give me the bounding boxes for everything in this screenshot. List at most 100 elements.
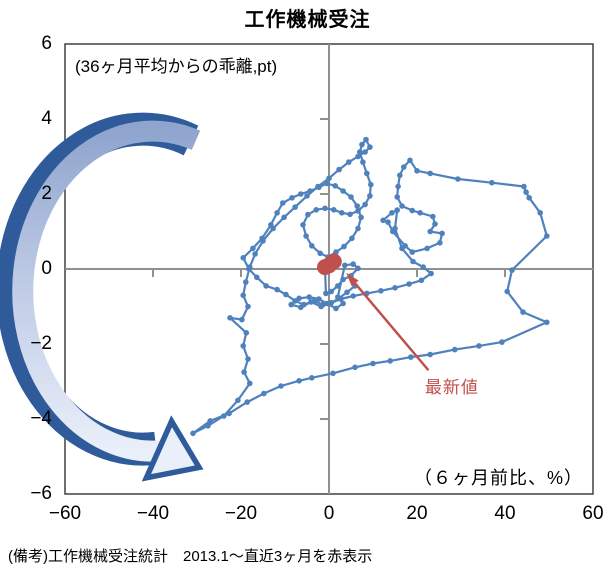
x-tick-label: 40 [494,503,516,524]
data-point [205,423,211,429]
data-point [315,183,321,190]
latest-value-point [325,253,342,270]
data-point [427,170,434,177]
data-point [243,330,250,336]
y-tick-label: −6 [30,483,52,504]
data-point [414,168,420,174]
data-point [261,390,267,397]
y-tick-label: 0 [41,258,52,279]
data-point [394,194,401,200]
data-point [427,228,434,235]
data-point [367,193,373,199]
data-point [418,277,425,284]
data-point [309,243,315,249]
data-point [346,159,352,165]
data-point [260,238,266,244]
data-point [292,204,298,210]
data-point [520,309,526,315]
data-point [243,279,249,285]
annotation-arrow-head [346,272,359,287]
data-point [247,264,253,270]
data-point [428,270,434,277]
data-point [298,304,304,311]
data-point [326,175,332,182]
data-point [283,291,289,298]
data-point [342,262,348,269]
data-point [526,195,532,201]
data-point [523,189,529,195]
data-point [288,301,295,308]
data-point [328,288,335,295]
data-point [240,343,246,349]
data-point [333,249,339,255]
data-point [323,290,329,297]
data-point [380,217,386,224]
cycle-arrow-head [141,415,204,482]
data-point [432,221,438,227]
annotation-arrow-line [354,282,430,372]
data-point [424,245,430,252]
data-point [406,281,412,287]
y-axis-unit-label: (36ヶ月平均からの乖離,pt) [75,57,278,76]
x-tick-label: −20 [224,503,258,524]
data-point [420,264,427,270]
data-point [357,149,363,155]
data-point [245,356,251,362]
data-point [408,354,414,360]
data-point [306,294,313,300]
data-point [407,157,413,164]
data-point [354,203,361,209]
data-point [274,286,280,293]
data-point [278,383,284,389]
data-point [296,378,302,384]
data-point [392,225,398,232]
data-point [499,339,505,345]
data-point [303,233,309,239]
data-point [358,214,364,221]
data-point [344,289,350,296]
y-tick-label: −4 [30,408,52,429]
data-point [378,288,384,294]
data-point [363,136,369,143]
source-footnote: (備考)工作機械受注統計 2013.1～直近3ヶ月を赤表示 [8,548,373,565]
x-axis-unit-label: （６ヶ月前比、%） [413,468,583,488]
data-point [245,303,251,310]
data-point [430,213,436,220]
cycle-direction-arrow [0,112,204,482]
x-tick-label: −60 [48,503,82,524]
data-point [332,183,339,189]
data-point [324,300,330,307]
data-point [330,370,336,377]
data-point [235,397,241,404]
data-point [305,211,311,218]
data-point [544,233,550,239]
data-point [410,258,416,265]
data-point [341,243,347,250]
data-point [336,166,342,173]
data-point [270,225,276,232]
data-point [308,299,314,305]
data-point [190,430,196,437]
y-tick-label: 2 [41,183,52,204]
data-point [335,294,341,300]
data-point [331,207,337,213]
data-point [316,296,322,302]
data-point [387,358,394,364]
data-point [360,159,366,165]
data-point [322,205,328,212]
data-point [339,210,345,216]
data-point [298,191,304,197]
data-point [274,210,280,216]
data-point [221,413,227,419]
data-point [362,149,368,155]
data-point [476,343,482,349]
data-point [253,274,260,281]
data-point [296,295,302,302]
data-point [362,201,368,208]
data-point [309,375,315,381]
data-point [385,219,391,225]
data-point [355,208,361,214]
data-point [318,303,324,310]
data-point [392,285,398,291]
data-point [509,267,515,273]
